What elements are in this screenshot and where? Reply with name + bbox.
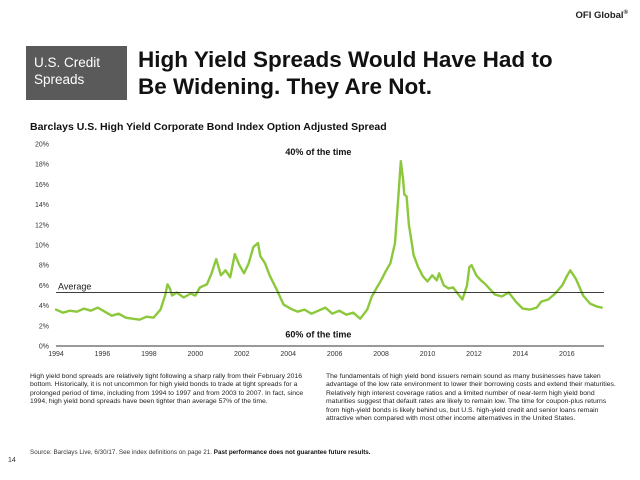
commentary-left: High yield bond spreads are relatively t… bbox=[30, 373, 304, 406]
y-tick-label: 16% bbox=[35, 182, 49, 189]
y-tick-label: 10% bbox=[35, 243, 49, 250]
x-tick-label: 1998 bbox=[141, 351, 157, 358]
section-label-line2: Spreads bbox=[34, 72, 85, 87]
annotation-above-average: 40% of the time bbox=[285, 147, 351, 157]
y-tick-label: 18% bbox=[35, 162, 49, 169]
page-number: 14 bbox=[8, 457, 16, 464]
y-axis-labels: 0% 2% 4% 6% 8% 10% 12% 14% 16% 18% 20% bbox=[35, 142, 49, 351]
source-note: Source: Barclays Live, 6/30/17. See inde… bbox=[30, 449, 371, 456]
page-title-line2: Be Widening. They Are Not. bbox=[138, 74, 432, 99]
page-title: High Yield Spreads Would Have Had to Be … bbox=[138, 46, 618, 100]
commentary-right: The fundamentals of high yield bond issu… bbox=[326, 373, 616, 423]
annotation-below-average: 60% of the time bbox=[285, 329, 351, 339]
disclaimer-text: Past performance does not guarantee futu… bbox=[213, 449, 371, 456]
chart-title: Barclays U.S. High Yield Corporate Bond … bbox=[30, 121, 387, 133]
y-tick-label: 6% bbox=[39, 283, 49, 290]
source-text: Source: Barclays Live, 6/30/17. See inde… bbox=[30, 449, 213, 456]
spread-series-line bbox=[54, 160, 603, 321]
brand-logo: OFI Global® bbox=[576, 10, 628, 21]
x-tick-label: 2014 bbox=[513, 351, 529, 358]
y-tick-label: 4% bbox=[39, 303, 49, 310]
section-label: U.S. Credit Spreads bbox=[26, 46, 127, 100]
y-tick-label: 12% bbox=[35, 222, 49, 229]
x-tick-label: 1996 bbox=[95, 351, 111, 358]
x-tick-label: 1994 bbox=[48, 351, 64, 358]
y-tick-label: 0% bbox=[39, 344, 49, 351]
x-tick-label: 2016 bbox=[559, 351, 575, 358]
average-label: Average bbox=[58, 281, 91, 291]
registered-mark: ® bbox=[623, 10, 628, 16]
page-title-line1: High Yield Spreads Would Have Had to bbox=[138, 47, 553, 72]
x-tick-label: 2006 bbox=[327, 351, 343, 358]
x-tick-label: 2004 bbox=[280, 351, 296, 358]
x-tick-label: 2010 bbox=[420, 351, 436, 358]
spread-chart: 0%2%4%6%8%10%12%14%16%18%20% 1994 1996 199… bbox=[35, 142, 604, 358]
y-tick-label: 14% bbox=[35, 202, 49, 209]
y-tick-label: 8% bbox=[39, 263, 49, 270]
y-tick-label: 20% bbox=[35, 142, 49, 149]
section-label-line1: U.S. Credit bbox=[34, 55, 101, 70]
y-tick-label: 2% bbox=[39, 323, 49, 330]
x-tick-label: 2002 bbox=[234, 351, 250, 358]
x-tick-label: 2000 bbox=[188, 351, 204, 358]
x-tick-label: 2012 bbox=[466, 351, 482, 358]
x-axis-labels: 1994 1996 1998 2000 2002 2004 2006 2008 2010 2012… bbox=[48, 351, 575, 358]
x-tick-label: 2008 bbox=[373, 351, 389, 358]
brand-name: OFI Global bbox=[575, 10, 624, 22]
